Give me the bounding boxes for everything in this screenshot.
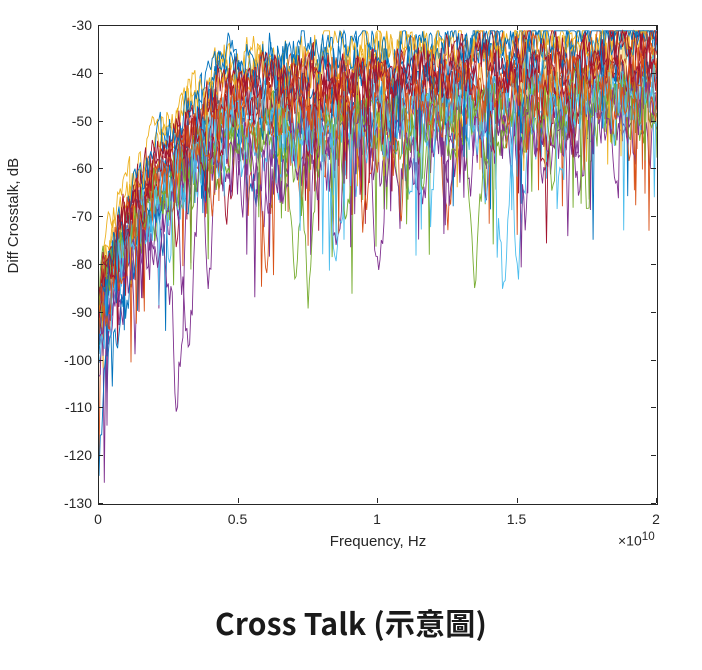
xtick-mark xyxy=(377,25,378,30)
xtick-mark xyxy=(517,25,518,30)
ytick-mark xyxy=(651,503,656,504)
ytick-mark xyxy=(98,121,103,122)
xtick-mark xyxy=(377,498,378,503)
ytick-mark xyxy=(98,264,103,265)
ytick-mark xyxy=(98,407,103,408)
ytick-mark xyxy=(651,168,656,169)
ytick-mark xyxy=(98,503,103,504)
ytick-mark xyxy=(651,216,656,217)
ytick-label: -100 xyxy=(64,352,92,368)
xtick-mark xyxy=(517,498,518,503)
chart-traces xyxy=(99,26,657,504)
plot-area xyxy=(98,25,658,505)
xtick-mark xyxy=(98,498,99,503)
ytick-label: -30 xyxy=(72,17,92,33)
ytick-mark xyxy=(98,168,103,169)
ytick-mark xyxy=(651,455,656,456)
ytick-mark xyxy=(98,455,103,456)
ytick-mark xyxy=(651,407,656,408)
ytick-label: -120 xyxy=(64,447,92,463)
x-axis-exponent: ×1010 xyxy=(618,530,655,549)
ytick-label: -80 xyxy=(72,256,92,272)
ytick-mark xyxy=(98,360,103,361)
ytick-mark xyxy=(98,312,103,313)
ytick-mark xyxy=(651,360,656,361)
xtick-mark xyxy=(238,498,239,503)
ytick-mark xyxy=(651,312,656,313)
ytick-mark xyxy=(651,264,656,265)
xtick-label: 1 xyxy=(373,511,381,527)
ytick-label: -60 xyxy=(72,160,92,176)
ytick-mark xyxy=(98,73,103,74)
xtick-mark xyxy=(656,498,657,503)
ytick-mark xyxy=(98,216,103,217)
x-axis-label: Frequency, Hz xyxy=(330,533,426,550)
ytick-label: -40 xyxy=(72,65,92,81)
xtick-label: 0 xyxy=(94,511,102,527)
ytick-label: -130 xyxy=(64,495,92,511)
ytick-label: -90 xyxy=(72,304,92,320)
crosstalk-chart: Diff Crosstalk, dB Frequency, Hz ×1010 -… xyxy=(30,15,670,560)
xtick-label: 1.5 xyxy=(507,511,526,527)
ytick-label: -70 xyxy=(72,208,92,224)
y-axis-label: Diff Crosstalk, dB xyxy=(5,158,22,274)
xtick-mark xyxy=(98,25,99,30)
ytick-label: -110 xyxy=(65,399,92,415)
xtick-mark xyxy=(656,25,657,30)
xtick-label: 2 xyxy=(652,511,660,527)
xtick-label: 0.5 xyxy=(228,511,247,527)
ytick-mark xyxy=(651,73,656,74)
ytick-label: -50 xyxy=(72,113,92,129)
figure-caption: Cross Talk (示意圖) xyxy=(0,600,702,644)
xtick-mark xyxy=(238,25,239,30)
ytick-mark xyxy=(651,121,656,122)
